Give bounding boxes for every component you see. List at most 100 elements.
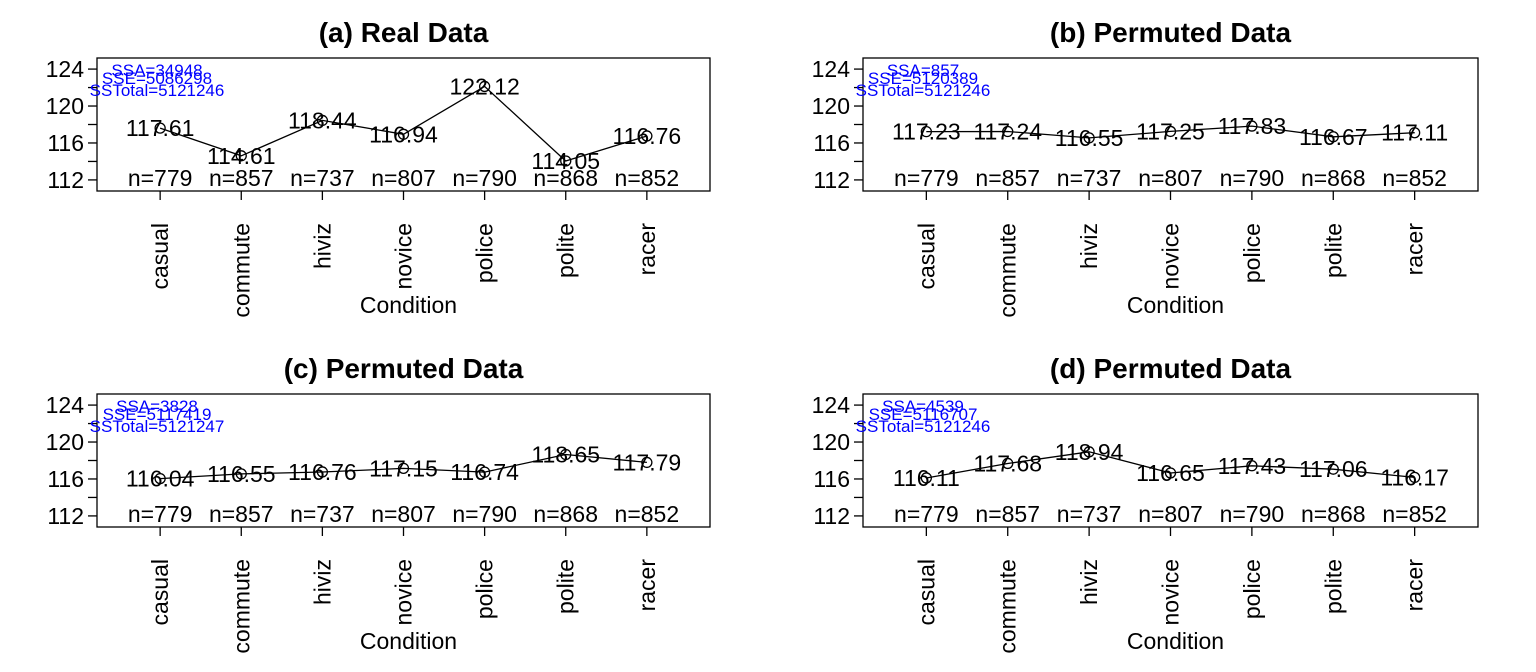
data-point [235, 468, 247, 480]
data-label: 117.11 [1381, 120, 1448, 146]
n-label: n=857 [975, 165, 1040, 191]
data-label: 117.25 [1136, 118, 1205, 144]
x-category-label: police [1239, 223, 1265, 283]
y-tick-label: 116 [813, 130, 850, 156]
data-label: 117.06 [1299, 456, 1368, 482]
n-label: n=868 [1301, 165, 1366, 191]
data-point [397, 462, 410, 475]
x-category-label: hiviz [309, 559, 335, 605]
x-category-label: hiviz [1076, 223, 1102, 269]
chart-title: (b) Permuted Data [1050, 17, 1292, 48]
n-label: n=779 [128, 501, 193, 527]
n-label: n=807 [1138, 165, 1203, 191]
n-label: n=857 [209, 501, 274, 527]
data-label: 116.67 [1299, 124, 1368, 150]
data-point [1327, 131, 1339, 143]
y-tick-label: 120 [46, 93, 84, 119]
ss-annotation: SSA=857 [887, 61, 959, 80]
y-tick-label: 124 [46, 392, 85, 418]
n-label: n=868 [533, 165, 598, 191]
data-label: 118.94 [1055, 439, 1124, 465]
data-point [1002, 457, 1014, 470]
data-point [1002, 125, 1014, 138]
data-point [1246, 120, 1258, 132]
x-category-label: racer [634, 223, 660, 276]
data-point [920, 125, 932, 138]
x-axis-label: Condition [1127, 628, 1224, 654]
x-category-label: polite [1320, 559, 1346, 614]
y-tick-label: 116 [813, 466, 850, 492]
n-label: n=790 [1220, 165, 1285, 191]
ss-annotation: SSE=5116707 [869, 405, 978, 424]
data-label: 117.23 [892, 119, 961, 145]
data-label: 117.43 [1218, 453, 1287, 479]
ss-annotation: SSE=5117419 [103, 405, 212, 424]
n-label: n=779 [128, 165, 193, 191]
y-tick-label: 112 [813, 167, 850, 193]
n-label: n=737 [290, 165, 355, 191]
data-label: 116.55 [207, 461, 276, 487]
x-category-label: novice [1158, 223, 1184, 289]
data-label: 114.61 [207, 143, 276, 169]
x-category-label: casual [147, 223, 173, 289]
n-label: n=790 [1220, 501, 1285, 527]
data-label: 114.05 [531, 148, 600, 174]
y-tick-label: 116 [47, 130, 84, 156]
data-point [316, 114, 329, 127]
y-tick-label: 112 [47, 503, 84, 529]
n-label: n=790 [452, 501, 517, 527]
data-point [920, 472, 932, 484]
series-line [160, 453, 647, 480]
x-category-label: casual [913, 223, 939, 289]
data-label: 116.55 [1055, 125, 1124, 151]
ss-annotation: SSTotal=5121246 [856, 81, 991, 100]
x-category-label: polite [1320, 223, 1346, 278]
x-category-label: hiviz [1076, 559, 1102, 605]
x-category-label: casual [913, 559, 939, 625]
data-point [1083, 446, 1095, 458]
data-point [154, 472, 166, 485]
data-point [235, 150, 247, 162]
data-point [316, 466, 329, 478]
data-point [1327, 463, 1339, 475]
data-label: 117.68 [973, 450, 1042, 476]
ss-annotation: SSA=3828 [116, 397, 198, 416]
n-label: n=790 [452, 165, 517, 191]
data-point [1409, 471, 1421, 484]
x-category-label: novice [1158, 559, 1184, 625]
data-label: 122.12 [449, 73, 519, 99]
data-point [641, 130, 653, 142]
data-point [641, 456, 653, 469]
x-axis-label: Condition [360, 292, 457, 318]
data-point [560, 448, 572, 461]
data-point [397, 128, 410, 140]
x-category-label: commute [228, 559, 254, 654]
x-category-label: police [472, 559, 498, 619]
data-point [478, 80, 491, 93]
x-category-label: commute [995, 223, 1021, 318]
n-label: n=737 [1057, 165, 1122, 191]
data-label: 116.11 [893, 465, 960, 491]
n-label: n=807 [1138, 501, 1203, 527]
x-category-label: commute [228, 223, 254, 318]
x-category-label: police [1239, 559, 1265, 619]
ss-annotation: SSTotal=5121246 [90, 81, 225, 100]
data-label: 116.65 [1136, 460, 1205, 486]
y-tick-label: 112 [47, 167, 84, 193]
n-label: n=868 [1301, 501, 1366, 527]
n-label: n=852 [615, 165, 680, 191]
data-point [154, 122, 166, 134]
n-label: n=807 [371, 165, 436, 191]
n-label: n=852 [615, 501, 680, 527]
data-label: 117.24 [973, 119, 1042, 145]
y-tick-label: 112 [813, 503, 850, 529]
data-point [1409, 127, 1421, 139]
data-label: 116.94 [369, 121, 438, 147]
data-label: 118.65 [531, 441, 600, 467]
x-category-label: polite [553, 223, 579, 278]
data-label: 117.83 [1218, 113, 1287, 139]
chart-title: (c) Permuted Data [284, 353, 524, 384]
ss-annotation: SSTotal=5121247 [90, 417, 225, 436]
data-point [1083, 132, 1095, 144]
